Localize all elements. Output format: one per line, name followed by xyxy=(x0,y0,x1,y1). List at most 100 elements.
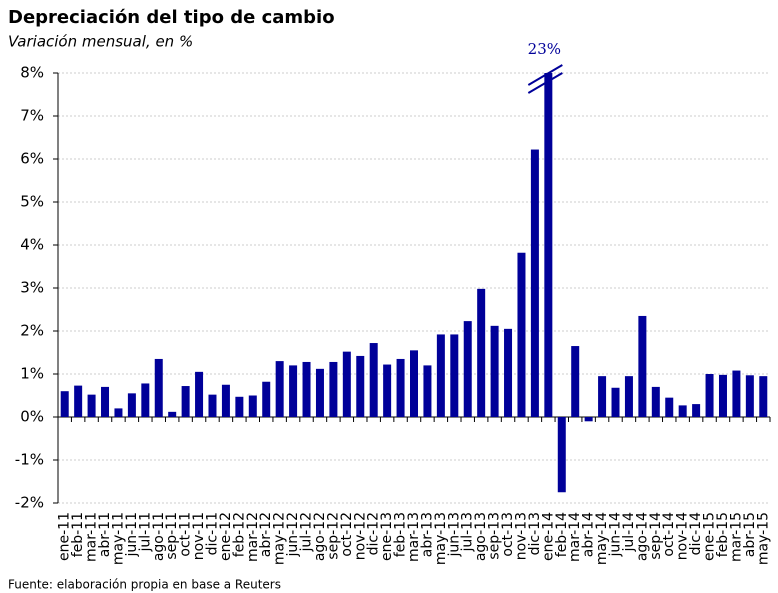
y-tick-label: 1% xyxy=(20,365,44,383)
bar xyxy=(356,355,365,417)
bar xyxy=(718,374,727,417)
x-tick-label: mar-11 xyxy=(84,512,100,562)
axis-break xyxy=(527,72,563,94)
bar xyxy=(168,411,177,417)
bar xyxy=(181,386,190,417)
bar xyxy=(141,383,150,417)
bar xyxy=(759,376,768,417)
x-tick-label: feb-14 xyxy=(554,512,570,557)
x-tick-label: ago-12 xyxy=(312,512,328,561)
y-tick-label: 6% xyxy=(20,150,44,168)
x-tick-label: dic-14 xyxy=(688,512,704,555)
x-tick-label: ene-12 xyxy=(218,512,234,561)
bar xyxy=(221,384,230,417)
x-tick-label: feb-11 xyxy=(70,512,86,557)
x-tick-label: sep-13 xyxy=(487,512,503,560)
x-tick-label: dic-12 xyxy=(366,512,382,555)
bar xyxy=(611,387,620,417)
x-tick-label: jun-13 xyxy=(446,512,462,558)
x-tick-label: abr-11 xyxy=(97,512,113,557)
bar xyxy=(692,404,701,417)
bar xyxy=(248,395,257,417)
y-tick-label: 5% xyxy=(20,193,44,211)
x-tick-label: may-12 xyxy=(272,512,288,565)
x-tick-label: feb-13 xyxy=(393,512,409,557)
x-tick-label: dic-11 xyxy=(204,512,220,555)
bar xyxy=(571,346,580,417)
bar xyxy=(315,368,324,417)
y-tick-label: 3% xyxy=(20,279,44,297)
bar xyxy=(74,385,83,417)
x-tick-label: jul-14 xyxy=(621,512,637,553)
bar xyxy=(101,386,110,417)
x-tick-label: sep-12 xyxy=(325,512,341,560)
y-tick-label: 0% xyxy=(20,408,44,426)
bar xyxy=(154,358,163,417)
bar xyxy=(342,351,351,417)
x-tick-label: mar-13 xyxy=(406,512,422,562)
x-tick-label: ago-11 xyxy=(151,512,167,561)
x-tick-label: ene-14 xyxy=(540,512,556,561)
bar xyxy=(638,315,647,417)
x-tick-label: jun-12 xyxy=(285,512,301,558)
bar xyxy=(745,375,754,417)
bar xyxy=(423,365,432,417)
x-tick-label: feb-12 xyxy=(231,512,247,557)
x-tick-label: jun-11 xyxy=(124,512,140,558)
bar xyxy=(504,328,513,417)
source: Fuente: elaboración propia en base a Reu… xyxy=(8,578,281,592)
x-tick-label: oct-14 xyxy=(661,512,677,557)
chart-title: Depreciación del tipo de cambio xyxy=(8,7,335,28)
x-tick-label: jun-14 xyxy=(608,512,624,558)
bar xyxy=(369,343,378,417)
x-tick-label: sep-14 xyxy=(648,512,664,560)
x-tick-label: ene-13 xyxy=(379,512,395,561)
bar xyxy=(651,386,660,417)
bar xyxy=(302,361,311,417)
x-tick-label: oct-12 xyxy=(339,512,355,557)
x-tick-label: sep-11 xyxy=(164,512,180,560)
bar xyxy=(450,334,459,417)
y-tick-label: -1% xyxy=(15,451,44,469)
x-tick-label: nov-12 xyxy=(352,512,368,560)
y-tick-label: 2% xyxy=(20,322,44,340)
y-tick-label: -2% xyxy=(15,494,44,512)
chart-subtitle: Variación mensual, en % xyxy=(8,33,193,51)
bar xyxy=(60,391,69,417)
x-tick-label: nov-14 xyxy=(675,512,691,560)
x-tick-label: may-14 xyxy=(594,512,610,565)
bar xyxy=(732,370,741,417)
x-tick-label: ago-14 xyxy=(634,512,650,561)
bar xyxy=(678,405,687,417)
bar xyxy=(383,364,392,417)
x-tick-label: abr-12 xyxy=(258,512,274,557)
bar xyxy=(208,394,217,417)
bar xyxy=(87,394,96,417)
x-tick-label: ene-15 xyxy=(702,512,718,561)
bar xyxy=(410,350,418,417)
bar xyxy=(114,408,123,417)
y-tick-label: 7% xyxy=(20,107,44,125)
bar xyxy=(262,381,271,417)
bar xyxy=(463,321,472,417)
x-tick-label: jul-12 xyxy=(299,512,315,553)
bar xyxy=(544,73,553,417)
x-tick-label: mar-12 xyxy=(245,512,261,562)
x-tick-label: may-15 xyxy=(755,512,771,565)
axis-break xyxy=(527,64,563,86)
bar xyxy=(530,149,539,418)
bar xyxy=(289,365,298,417)
y-tick-label: 8% xyxy=(20,64,44,82)
x-tick-label: feb-15 xyxy=(715,512,731,557)
x-tick-label: oct-11 xyxy=(178,512,194,557)
y-tick-label: 4% xyxy=(20,236,44,254)
bar xyxy=(396,358,405,417)
bar xyxy=(624,376,633,417)
x-tick-label: oct-13 xyxy=(500,512,516,557)
bar xyxy=(329,361,338,417)
bar xyxy=(127,393,136,417)
bar xyxy=(490,325,499,417)
x-tick-label: mar-15 xyxy=(728,512,744,562)
bar xyxy=(584,417,593,422)
